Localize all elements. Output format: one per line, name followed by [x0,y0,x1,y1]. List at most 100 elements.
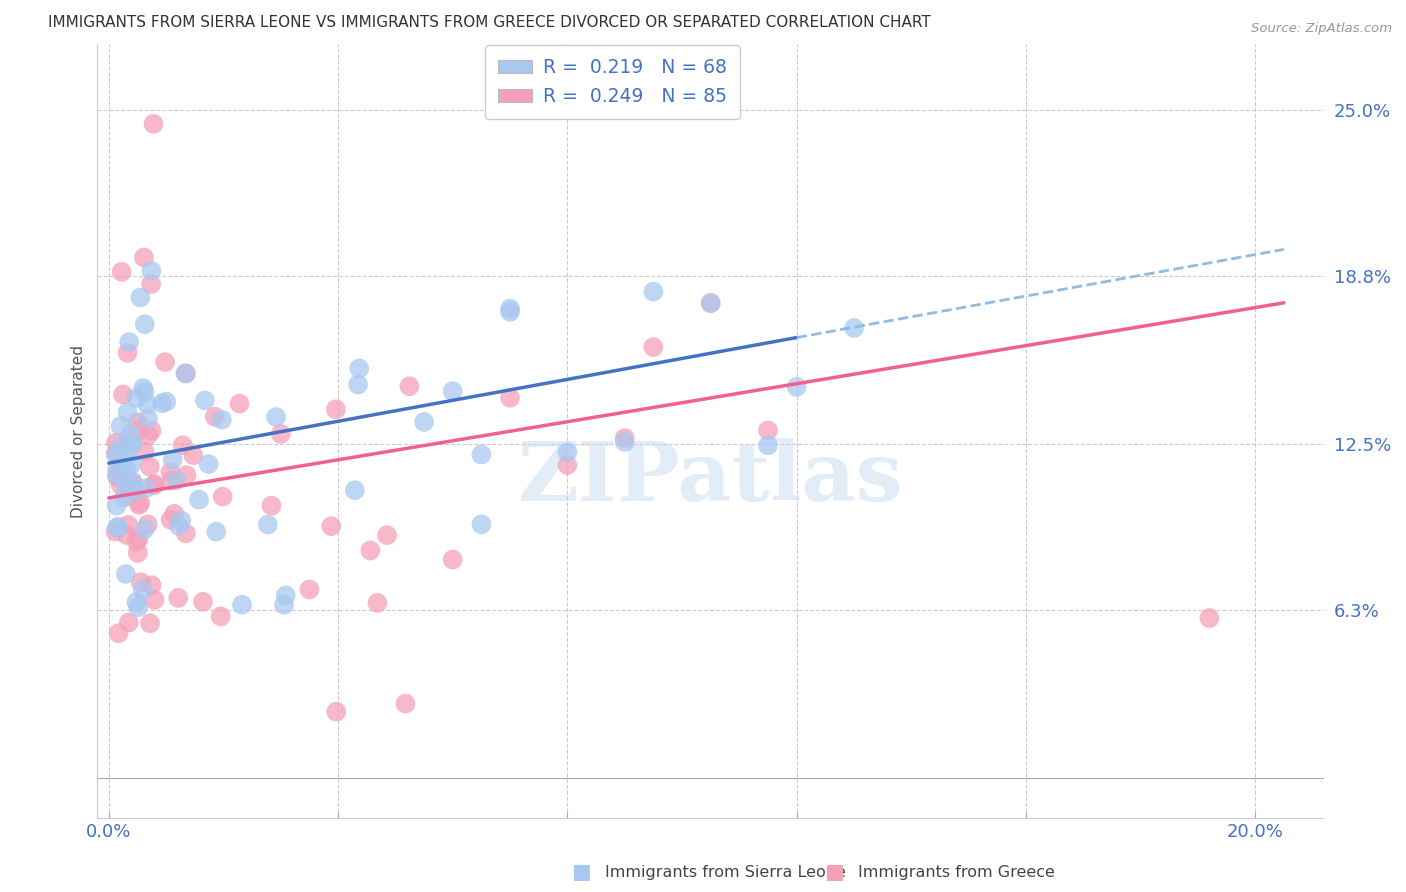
Point [104,435,127,450]
Point [359,543,381,558]
Point [756,438,779,452]
Point [117,405,139,419]
Point [159,513,181,527]
Point [143,477,166,491]
Point [699,296,721,310]
Point [134,317,156,331]
Point [136,397,159,411]
Point [129,290,152,304]
Point [115,435,138,450]
Point [150,396,173,410]
Point [107,626,129,640]
Point [110,477,132,491]
Point [699,295,721,310]
Point [134,385,156,400]
Point [105,499,128,513]
Point [260,499,283,513]
Point [298,582,321,597]
Point [122,477,145,491]
Point [366,596,388,610]
Point [139,616,162,631]
Point [139,459,162,474]
Point [117,346,139,360]
Point [172,438,194,452]
Y-axis label: Divorced or Separated: Divorced or Separated [72,344,86,517]
Point [127,423,149,437]
Point [114,477,136,491]
Point [499,391,522,405]
Point [110,455,132,469]
Text: Immigrants from Sierra Leone: Immigrants from Sierra Leone [605,865,845,880]
Point [197,457,219,471]
Point [142,117,165,131]
Point [499,305,522,319]
Point [756,424,779,438]
Point [121,457,143,471]
Point [228,396,250,410]
Point [110,419,132,434]
Point [194,393,217,408]
Point [111,387,134,401]
Point [398,379,420,393]
Point [139,277,162,292]
Point [121,475,143,489]
Point [132,251,155,265]
Point [231,598,253,612]
Point [127,546,149,560]
Point [273,598,295,612]
Point [643,285,665,299]
Point [613,431,636,445]
Point [117,517,139,532]
Point [107,519,129,533]
Point [159,465,181,479]
Point [343,483,366,498]
Text: IMMIGRANTS FROM SIERRA LEONE VS IMMIGRANTS FROM GREECE DIVORCED OR SEPARATED COR: IMMIGRANTS FROM SIERRA LEONE VS IMMIGRAN… [48,15,931,30]
Point [1198,611,1220,625]
Point [105,521,128,535]
Point [211,490,233,504]
Point [132,582,155,597]
Text: ■: ■ [571,863,591,882]
Point [118,615,141,630]
Point [181,448,204,462]
Point [209,609,232,624]
Point [104,524,127,539]
Point [135,481,157,495]
Point [321,519,343,533]
Point [105,470,128,484]
Point [128,531,150,545]
Point [264,410,287,425]
Point [441,384,464,398]
Point [127,415,149,429]
Point [274,589,297,603]
Point [143,593,166,607]
Point [842,321,865,335]
Point [120,426,142,441]
Point [121,436,143,450]
Point [174,367,197,381]
Point [110,463,132,477]
Point [132,381,155,395]
Point [470,517,492,532]
Point [163,507,186,521]
Point [141,578,163,592]
Point [125,595,148,609]
Point [118,488,141,502]
Point [104,448,127,462]
Point [141,264,163,278]
Text: Immigrants from Greece: Immigrants from Greece [858,865,1054,880]
Point [165,474,187,488]
Point [105,467,128,482]
Point [142,478,165,492]
Point [105,461,128,475]
Point [375,528,398,542]
Point [205,524,228,539]
Point [499,301,522,316]
Point [153,355,176,369]
Point [441,552,464,566]
Point [176,468,198,483]
Point [347,377,370,392]
Text: Source: ZipAtlas.com: Source: ZipAtlas.com [1251,22,1392,36]
Point [134,444,156,458]
Point [120,475,142,490]
